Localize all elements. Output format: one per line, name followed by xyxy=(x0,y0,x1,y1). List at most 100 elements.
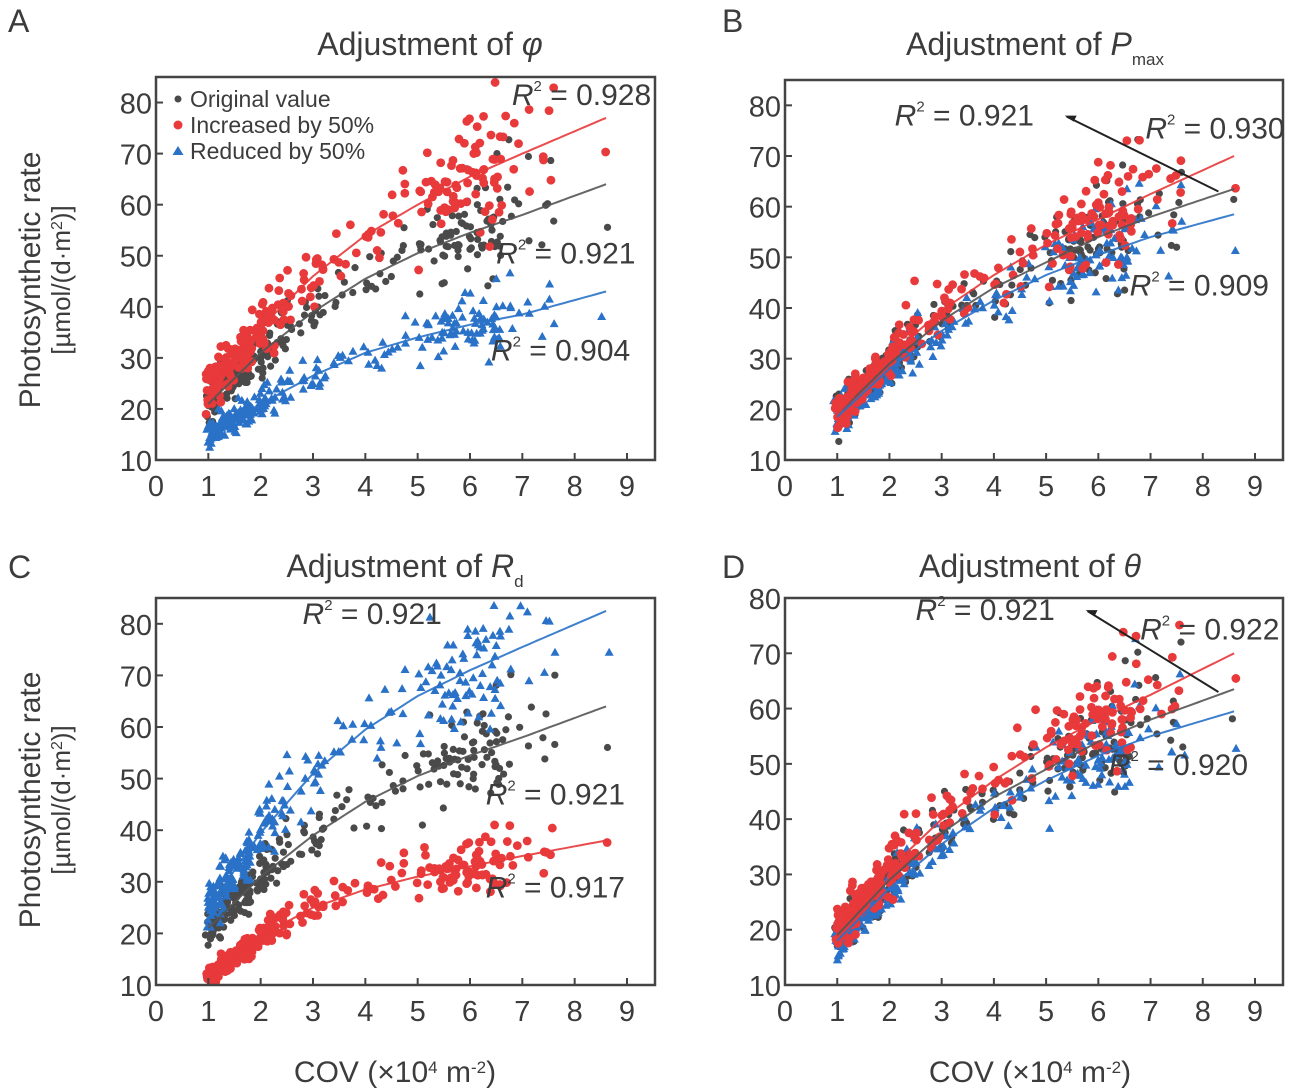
data-point xyxy=(282,750,292,759)
data-point xyxy=(1066,233,1076,243)
x-tick-label: 1 xyxy=(200,471,216,503)
data-point xyxy=(1230,246,1240,255)
data-point xyxy=(397,684,407,693)
y-tick-label: 70 xyxy=(120,140,152,172)
data-point xyxy=(473,640,483,649)
data-point xyxy=(302,303,311,312)
data-point xyxy=(549,319,559,328)
y-tick-label: 60 xyxy=(120,191,152,223)
data-point xyxy=(899,809,909,819)
data-point xyxy=(1095,763,1105,772)
data-point xyxy=(448,310,458,319)
data-point xyxy=(463,765,471,773)
data-point xyxy=(284,900,294,910)
data-point xyxy=(1095,245,1105,254)
data-point xyxy=(459,220,467,228)
data-point xyxy=(221,853,231,862)
data-point xyxy=(1151,703,1161,712)
panel-title: Adjustment of Rd xyxy=(286,548,523,591)
data-point xyxy=(279,862,288,871)
data-point xyxy=(244,827,254,836)
data-point xyxy=(303,755,313,764)
data-point xyxy=(1075,705,1085,714)
data-point xyxy=(991,313,999,321)
data-point xyxy=(996,812,1006,821)
data-point xyxy=(538,241,546,249)
data-point xyxy=(471,883,481,893)
data-point xyxy=(377,825,386,833)
r2-label: R2 = 0.904 xyxy=(491,333,630,367)
data-point xyxy=(203,421,213,430)
legend-label: Original value xyxy=(190,86,331,112)
data-point xyxy=(1135,135,1144,145)
data-point xyxy=(448,155,458,165)
legend-label: Reduced by 50% xyxy=(190,138,365,164)
data-point xyxy=(468,739,477,747)
plot-area xyxy=(829,135,1240,446)
data-point xyxy=(1180,750,1190,759)
data-point xyxy=(945,794,955,804)
r2-annotation: R2 = 0.922 xyxy=(1140,612,1279,646)
data-point xyxy=(912,347,922,356)
y-tick-label: 10 xyxy=(749,971,781,1003)
data-point xyxy=(201,409,211,419)
data-point xyxy=(271,854,279,862)
data-point xyxy=(1123,256,1133,265)
data-point xyxy=(1007,305,1017,314)
data-point xyxy=(430,257,438,265)
data-point xyxy=(417,342,427,351)
data-point xyxy=(382,277,390,286)
data-point xyxy=(425,780,433,788)
data-point xyxy=(400,664,410,673)
data-point xyxy=(1086,246,1094,254)
data-point xyxy=(313,889,323,898)
data-point xyxy=(473,251,482,259)
data-point xyxy=(415,361,425,370)
data-point xyxy=(284,840,292,849)
data-point xyxy=(478,623,488,632)
data-point xyxy=(1075,247,1083,255)
data-point xyxy=(990,810,1000,820)
data-point xyxy=(551,671,559,679)
data-point xyxy=(495,764,504,773)
data-point xyxy=(1116,234,1126,243)
x-tick-label: 7 xyxy=(1142,471,1158,503)
data-point xyxy=(439,872,448,882)
data-point xyxy=(479,692,489,701)
x-tick-label: 9 xyxy=(1247,471,1263,503)
data-point xyxy=(266,329,274,337)
data-point xyxy=(397,868,407,878)
data-point xyxy=(436,670,446,679)
data-point xyxy=(1110,694,1119,704)
data-point xyxy=(439,328,449,337)
data-point xyxy=(385,861,395,871)
data-point xyxy=(241,908,249,917)
data-point xyxy=(416,682,426,691)
data-point xyxy=(299,889,309,899)
data-point xyxy=(1054,762,1064,771)
data-point xyxy=(496,232,504,240)
data-point xyxy=(495,881,505,891)
data-point xyxy=(504,624,514,633)
data-point xyxy=(545,279,555,288)
data-point xyxy=(1152,673,1160,682)
data-point xyxy=(861,912,871,921)
data-point xyxy=(206,935,215,943)
data-point xyxy=(512,841,522,850)
data-point xyxy=(242,860,252,869)
data-point xyxy=(267,793,277,802)
data-point xyxy=(400,311,410,320)
data-point xyxy=(378,761,386,769)
data-point xyxy=(271,356,279,364)
data-point xyxy=(437,699,447,708)
data-point xyxy=(423,334,433,343)
data-point xyxy=(203,893,213,902)
data-point xyxy=(896,894,906,903)
r2-annotation: R2 = 0.904 xyxy=(491,333,630,367)
data-point xyxy=(211,368,221,377)
data-point xyxy=(1073,216,1083,226)
data-point xyxy=(457,312,467,321)
y-tick-label: 40 xyxy=(120,293,152,325)
data-point xyxy=(899,879,909,888)
data-point xyxy=(495,626,505,635)
